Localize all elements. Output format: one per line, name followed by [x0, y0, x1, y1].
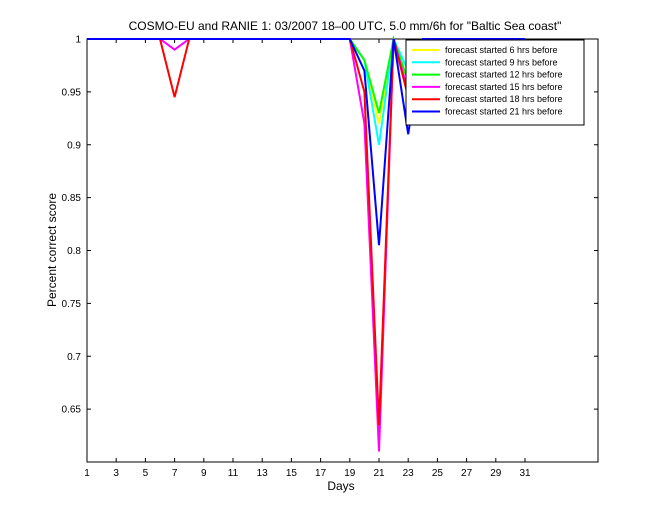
y-tick-label: 0.95 — [62, 87, 82, 98]
legend-label: forecast started 12 hrs before — [445, 70, 563, 80]
y-tick-label: 0.85 — [62, 193, 82, 204]
legend-label: forecast started 6 hrs before — [445, 45, 558, 55]
x-tick-label: 3 — [113, 468, 119, 479]
x-axis-label: Days — [327, 479, 354, 493]
y-axis-label: Percent correct score — [45, 193, 59, 307]
x-tick-label: 25 — [432, 468, 444, 479]
x-tick-label: 27 — [461, 468, 473, 479]
legend-label: forecast started 15 hrs before — [445, 82, 563, 92]
y-tick-label: 0.7 — [67, 352, 81, 363]
legend-label: forecast started 18 hrs before — [445, 94, 563, 104]
x-tick-label: 9 — [201, 468, 207, 479]
chart-title: COSMO-EU and RANIE 1: 03/2007 18–00 UTC,… — [129, 19, 562, 33]
x-tick-label: 19 — [344, 468, 356, 479]
y-tick-label: 0.75 — [62, 299, 82, 310]
x-tick-label: 17 — [315, 468, 327, 479]
x-tick-label: 29 — [490, 468, 502, 479]
x-tick-label: 31 — [519, 468, 531, 479]
legend-label: forecast started 21 hrs before — [445, 107, 563, 117]
y-tick-label: 1 — [75, 35, 81, 46]
series-lines — [87, 35, 525, 452]
x-tick-label: 15 — [286, 468, 298, 479]
y-tick-label: 0.9 — [67, 140, 81, 151]
x-tick-label: 13 — [257, 468, 269, 479]
legend: forecast started 6 hrs before forecast st… — [405, 39, 585, 126]
y-axis-ticks: 0.65 0.7 0.75 0.8 0.85 0.9 0.95 1 — [62, 35, 598, 416]
x-axis-ticks: 1 3 5 7 9 11 13 15 17 19 21 23 25 27 29 31 — [84, 39, 531, 479]
x-tick-label: 11 — [228, 468, 239, 479]
series-line-6 — [87, 38, 525, 246]
x-tick-label: 1 — [84, 468, 90, 479]
x-tick-label: 7 — [172, 468, 178, 479]
x-tick-label: 5 — [143, 468, 149, 479]
legend-label: forecast started 9 hrs before — [445, 57, 558, 67]
y-tick-label: 0.65 — [62, 405, 82, 416]
y-tick-label: 0.8 — [67, 246, 81, 257]
x-tick-label: 23 — [403, 468, 415, 479]
x-tick-label: 21 — [373, 468, 385, 479]
